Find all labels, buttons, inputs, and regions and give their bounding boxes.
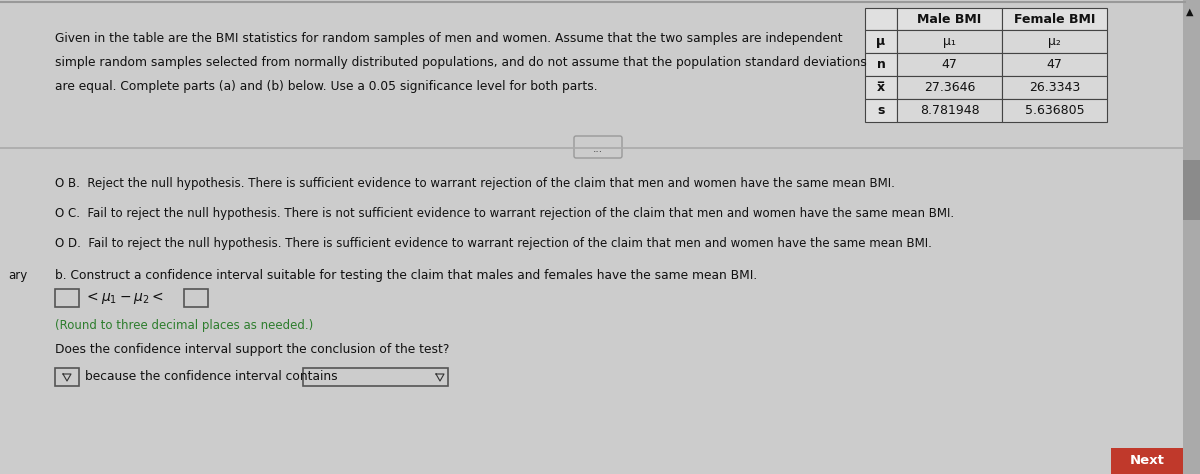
Text: s: s — [877, 104, 884, 117]
Bar — [1002, 8, 1108, 30]
Text: μ₂: μ₂ — [1048, 35, 1061, 48]
Text: Next: Next — [1129, 455, 1164, 467]
Bar — [865, 53, 898, 76]
Text: Female BMI: Female BMI — [1014, 12, 1096, 26]
Text: ...: ... — [593, 144, 604, 154]
Bar — [1002, 76, 1108, 99]
Text: O D.  Fail to reject the null hypothesis. There is sufficient evidence to warran: O D. Fail to reject the null hypothesis.… — [55, 237, 932, 249]
Text: O B.  Reject the null hypothesis. There is sufficient evidence to warrant reject: O B. Reject the null hypothesis. There i… — [55, 176, 895, 190]
Text: Given in the table are the BMI statistics for random samples of men and women. A: Given in the table are the BMI statistic… — [55, 31, 842, 45]
FancyBboxPatch shape — [574, 136, 622, 158]
Text: Does the confidence interval support the conclusion of the test?: Does the confidence interval support the… — [55, 344, 449, 356]
Text: 27.3646: 27.3646 — [924, 81, 976, 94]
Text: ▲: ▲ — [1187, 7, 1194, 17]
Text: O C.  Fail to reject the null hypothesis. There is not sufficient evidence to wa: O C. Fail to reject the null hypothesis.… — [55, 207, 954, 219]
Text: 8.781948: 8.781948 — [919, 104, 979, 117]
Bar — [1002, 99, 1108, 122]
Text: 26.3343: 26.3343 — [1028, 81, 1080, 94]
Bar — [865, 76, 898, 99]
Bar — [1002, 30, 1108, 53]
Bar — [1111, 448, 1183, 474]
Bar — [898, 53, 1002, 76]
Text: are equal. Complete parts (a) and (b) below. Use a 0.05 significance level for b: are equal. Complete parts (a) and (b) be… — [55, 80, 598, 92]
Bar — [865, 99, 898, 122]
Text: 47: 47 — [942, 58, 958, 71]
Bar — [865, 8, 898, 30]
Text: 47: 47 — [1046, 58, 1062, 71]
Bar — [184, 289, 208, 307]
Text: (Round to three decimal places as needed.): (Round to three decimal places as needed… — [55, 319, 313, 331]
Text: ary: ary — [8, 270, 28, 283]
Text: $< \mu_1 - \mu_2 <$: $< \mu_1 - \mu_2 <$ — [84, 290, 163, 306]
Text: μ₁: μ₁ — [943, 35, 956, 48]
Bar — [55, 289, 79, 307]
Bar — [898, 99, 1002, 122]
Text: simple random samples selected from normally distributed populations, and do not: simple random samples selected from norm… — [55, 55, 866, 69]
Text: n: n — [876, 58, 886, 71]
Text: b. Construct a confidence interval suitable for testing the claim that males and: b. Construct a confidence interval suita… — [55, 270, 757, 283]
Text: μ: μ — [876, 35, 886, 48]
Text: because the confidence interval contains: because the confidence interval contains — [85, 371, 337, 383]
Bar — [1183, 160, 1200, 220]
Bar — [302, 368, 448, 386]
Bar — [898, 8, 1002, 30]
Text: 5.636805: 5.636805 — [1025, 104, 1085, 117]
Bar — [1002, 53, 1108, 76]
Bar — [55, 368, 79, 386]
Bar — [865, 30, 898, 53]
Text: Male BMI: Male BMI — [917, 12, 982, 26]
Text: x̅: x̅ — [877, 81, 886, 94]
Bar — [1183, 0, 1200, 474]
Bar — [898, 76, 1002, 99]
Bar — [898, 30, 1002, 53]
